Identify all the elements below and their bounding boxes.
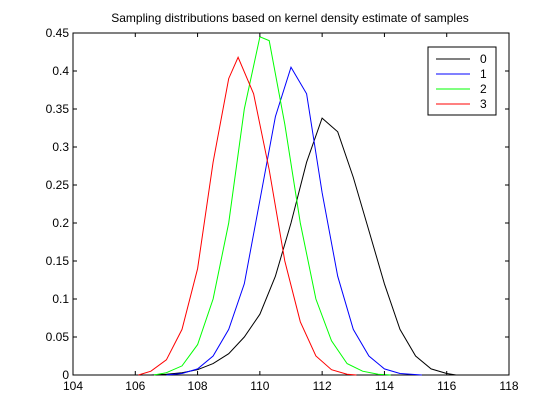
y-tick-label: 0.35 (46, 102, 70, 116)
y-tick-label: 0.1 (52, 292, 69, 306)
y-tick-label: 0.45 (46, 26, 70, 40)
x-tick-label: 118 (499, 379, 518, 393)
y-tick-label: 0 (62, 368, 69, 382)
legend-label-2: 2 (480, 82, 487, 96)
x-tick-label: 108 (188, 379, 208, 393)
y-tick-label: 0.2 (52, 216, 69, 230)
legend-label-0: 0 (480, 52, 487, 66)
x-tick-label: 106 (125, 379, 145, 393)
y-tick-label: 0.4 (52, 64, 69, 78)
legend-label-1: 1 (480, 67, 487, 81)
x-tick-label: 116 (437, 379, 456, 393)
y-tick-label: 0.05 (46, 330, 70, 344)
legend-label-3: 3 (480, 97, 487, 111)
x-tick-label: 112 (313, 379, 332, 393)
y-tick-label: 0.15 (46, 254, 70, 268)
y-tick-label: 0.3 (52, 140, 69, 154)
chart-title: Sampling distributions based on kernel d… (111, 11, 469, 25)
y-tick-label: 0.25 (46, 178, 70, 192)
x-tick-label: 110 (250, 379, 269, 393)
x-tick-label: 114 (375, 379, 394, 393)
